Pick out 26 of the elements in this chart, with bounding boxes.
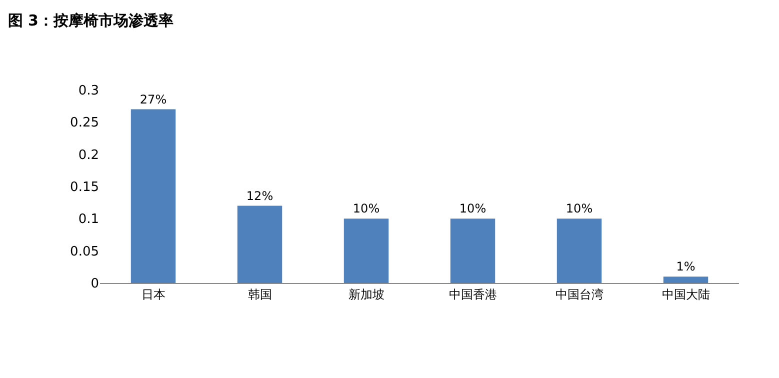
bar: [344, 218, 389, 283]
data-label: 10%: [459, 202, 486, 216]
y-tick-label: 0.25: [70, 116, 99, 131]
x-tick-label: 韩国: [248, 287, 272, 302]
y-tick-label: 0.2: [78, 148, 99, 163]
y-tick-label: 0.05: [70, 244, 99, 260]
x-tick-label: 日本: [141, 287, 166, 302]
bar: [663, 276, 708, 283]
bar: [237, 206, 282, 283]
bar: [130, 109, 176, 283]
data-label: 12%: [246, 188, 274, 203]
data-label: 10%: [566, 202, 593, 216]
x-tick-label: 中国大陆: [662, 287, 710, 302]
y-tick-label: 0.15: [70, 180, 99, 196]
bar: [556, 218, 602, 283]
data-label: 10%: [352, 202, 380, 216]
y-tick-label: 0.1: [78, 212, 99, 228]
data-label: 27%: [140, 92, 167, 106]
x-tick-label: 中国台湾: [555, 287, 604, 302]
data-label: 1%: [676, 260, 696, 274]
bar: [450, 218, 496, 283]
y-tick-label: 0: [90, 276, 99, 292]
x-tick-label: 中国香港: [448, 287, 497, 302]
x-tick-label: 新加坡: [348, 287, 384, 302]
y-tick-label: 0.3: [78, 84, 99, 99]
chart-title: 图 3：按摩椅市场渗透率: [8, 12, 174, 30]
